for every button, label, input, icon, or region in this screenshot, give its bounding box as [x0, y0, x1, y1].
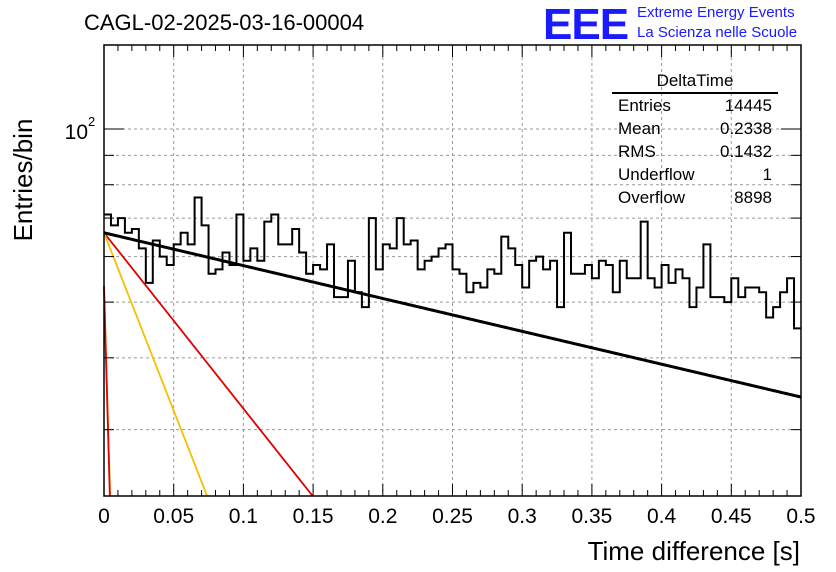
- stats-row-overflow: Overflow 8898: [612, 186, 778, 209]
- histogram-series: [104, 196, 801, 330]
- x-tick-label: 0: [98, 505, 110, 528]
- x-tick-label: 0.3: [508, 505, 537, 528]
- stats-value: 1: [762, 165, 772, 184]
- x-tick-label: 0.25: [432, 505, 473, 528]
- x-tick-label: 0.35: [571, 505, 612, 528]
- stats-label: Mean: [618, 119, 661, 138]
- stats-box-name: DeltaTime: [612, 70, 778, 94]
- x-axis-label: Time difference [s]: [588, 536, 800, 566]
- stats-value: 14445: [724, 96, 772, 115]
- x-tick-label: 0.4: [647, 505, 677, 528]
- fit-curves: [103, 231, 802, 497]
- brand-line-2: La Scienza nelle Scuole: [637, 24, 798, 41]
- stats-row-underflow: Underflow 1: [612, 163, 778, 186]
- y-tick-label-100: 10: [65, 121, 88, 144]
- y-axis-label: Entries/bin: [8, 119, 38, 242]
- fit-component-2: [103, 232, 208, 497]
- eee-logo: EEE: [543, 0, 629, 49]
- stats-row-entries: Entries 14445: [612, 94, 778, 117]
- stats-label: RMS: [618, 142, 656, 161]
- stats-label: Underflow: [618, 165, 695, 184]
- axis-ticks: [103, 45, 802, 496]
- chart-title: CAGL-02-2025-03-16-00004: [84, 10, 365, 35]
- y-tick-labels: 10 2: [65, 114, 96, 144]
- x-tick-label: 0.15: [293, 505, 334, 528]
- x-tick-label: 0.2: [368, 505, 397, 528]
- x-tick-label: 0.45: [711, 505, 752, 528]
- stats-value: 0.2338: [720, 119, 772, 138]
- y-tick-label-exponent: 2: [88, 114, 95, 129]
- stats-value: 8898: [734, 188, 772, 207]
- stats-box: DeltaTime Entries 14445 Mean 0.2338 RMS 0.1…: [612, 70, 778, 209]
- x-tick-label: 0.5: [786, 505, 815, 528]
- x-tick-label: 0.1: [229, 505, 258, 528]
- stats-row-rms: RMS 0.1432: [612, 140, 778, 163]
- brand-line-1: Extreme Energy Events: [637, 4, 795, 21]
- stats-label: Entries: [618, 96, 671, 115]
- fit-component-1: [103, 232, 314, 497]
- stats-value: 0.1432: [720, 142, 772, 161]
- x-tick-labels: 0 0.05 0.1 0.15 0.2 0.25 0.3 0.35 0.4 0.45 0.5: [98, 505, 815, 528]
- stats-row-mean: Mean 0.2338: [612, 117, 778, 140]
- stats-label: Overflow: [618, 188, 686, 207]
- fit-component-4: [103, 286, 111, 497]
- histogram-outline: [104, 196, 801, 330]
- x-tick-label: 0.05: [153, 505, 194, 528]
- fit-total-curve: [103, 231, 802, 399]
